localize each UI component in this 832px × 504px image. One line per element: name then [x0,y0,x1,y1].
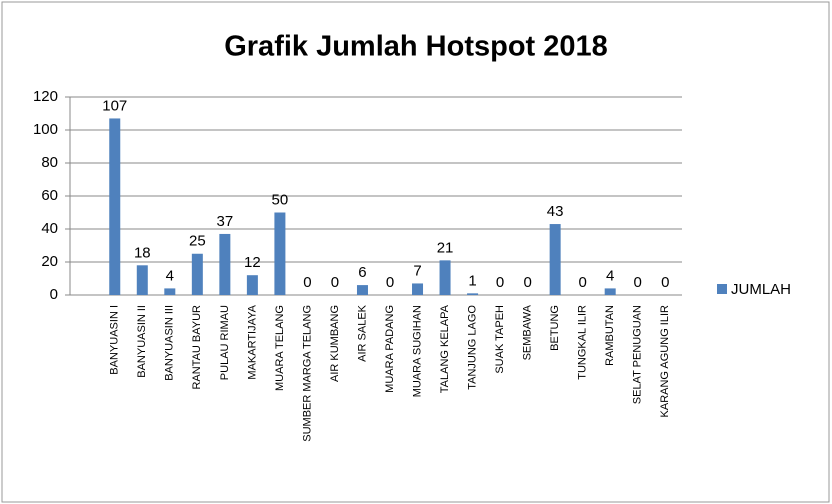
bar [109,118,121,295]
bar [164,288,176,295]
x-tick-label: SUMBER MARGA TELANG [301,305,313,442]
data-label: 18 [134,244,151,261]
y-tick-label: 120 [33,88,58,105]
data-label: 25 [189,233,206,250]
legend-swatch [717,284,727,294]
x-tick-label: RANTAU BAYUR [191,305,203,390]
x-tick-label: BETUNG [549,305,561,351]
y-tick-label: 40 [41,220,58,237]
x-tick-label: TANJUNG LAGO [466,305,478,390]
x-tick-label: TUNGKAL ILIR [577,305,589,380]
bar [604,288,616,295]
data-label: 7 [413,262,421,279]
x-tick-label: MUARA TELANG [274,305,286,391]
data-label: 6 [358,264,366,281]
x-tick-label: BANYUASIN II [136,305,148,378]
x-tick-label: AIR KUMBANG [329,305,341,382]
bar [439,260,451,295]
x-tick-label: MUARA PADANG [384,305,396,393]
data-label: 50 [272,191,289,208]
y-tick-label: 0 [50,286,58,303]
y-tick-label: 100 [33,121,58,138]
data-label: 4 [166,267,174,284]
legend-label: JUMLAH [731,281,791,298]
x-tick-label: AIR SALEK [356,304,368,362]
bar [246,275,258,295]
data-label: 4 [606,267,614,284]
bar [191,253,203,295]
y-tick-label: 60 [41,187,58,204]
data-label: 21 [437,239,454,256]
data-label: 0 [578,274,586,291]
x-tick-label: MAKARTIJAYA [246,304,258,379]
x-tick-label: BANYUASIN III [164,305,176,381]
bar [274,212,286,295]
bar [467,293,479,295]
bar [549,224,561,295]
x-tick-label: BANYUASIN I [109,305,121,375]
x-tick-label: SEMBAWA [522,304,534,360]
x-tick-label: RAMBUTAN [604,305,616,366]
data-label: 0 [661,274,669,291]
y-tick-label: 80 [41,154,58,171]
x-tick-label: SELAT PENUGUAN [632,305,644,404]
bar [136,265,148,295]
data-label: 0 [496,274,504,291]
data-label: 0 [303,274,311,291]
data-label: 0 [523,274,531,291]
data-label: 1 [468,272,476,289]
data-label: 12 [244,254,261,271]
data-label: 107 [102,97,127,114]
data-label: 37 [217,213,234,230]
bar [412,283,424,295]
chart-title: Grafik Jumlah Hotspot 2018 [224,31,608,63]
x-tick-label: SUAK TAPEH [494,305,506,374]
x-tick-label: MUARA SUGIHAN [411,305,423,397]
data-label: 43 [547,203,564,220]
data-label: 0 [331,274,339,291]
y-tick-label: 20 [41,253,58,270]
bar [356,285,368,295]
data-label: 0 [634,274,642,291]
x-tick-label: PULAU RIMAU [219,305,231,380]
bar [219,233,231,295]
x-tick-label: TALANG KELAPA [439,304,451,393]
x-tick-label: KARANG AGUNG ILIR [659,305,671,418]
data-label: 0 [386,274,394,291]
